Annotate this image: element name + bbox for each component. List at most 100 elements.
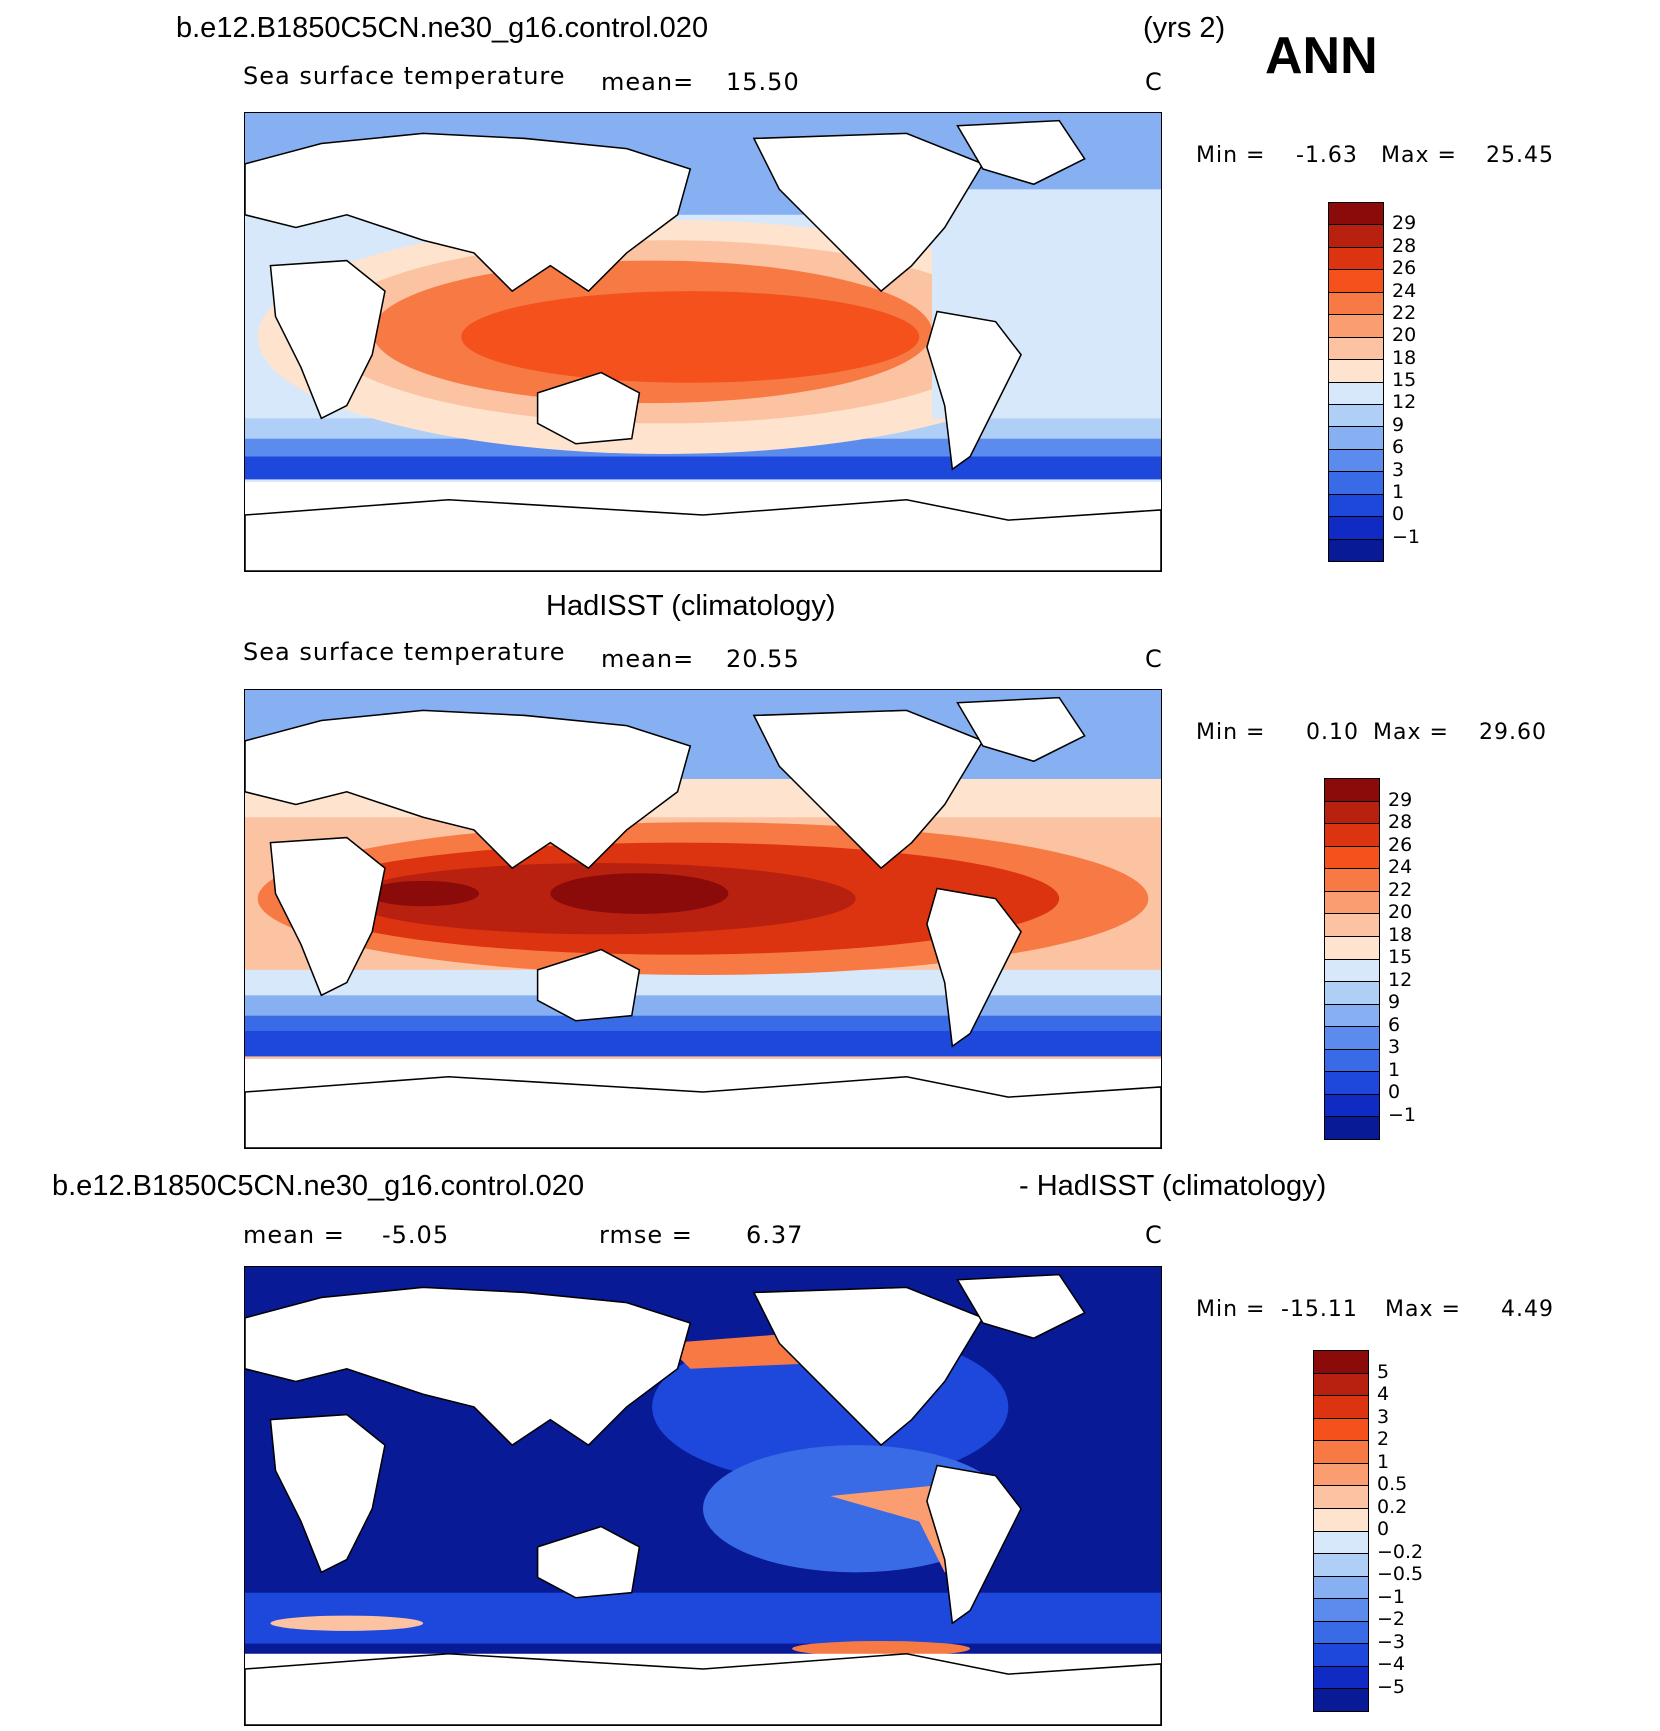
colorbar-swatch: [1329, 472, 1383, 495]
panel3-units: C: [1145, 1221, 1163, 1249]
colorbar-tick-label: 26: [1388, 833, 1413, 856]
colorbar-swatch: [1329, 494, 1383, 518]
panel1-max-label: Max =: [1381, 143, 1457, 168]
panel1-min-value: -1.63: [1296, 143, 1358, 168]
colorbar-swatch: [1329, 449, 1383, 473]
colorbar-swatch: [1329, 382, 1383, 405]
panel3-rmse-value: 6.37: [746, 1221, 804, 1249]
colorbar-swatch: [1329, 539, 1383, 561]
colorbar-tick-label: 28: [1388, 811, 1413, 833]
colorbar-tick-label: −4: [1377, 1653, 1406, 1675]
panel1-colorbar: [1328, 202, 1384, 562]
colorbar-swatch: [1325, 846, 1379, 870]
colorbar-swatch: [1314, 1396, 1368, 1419]
colorbar-swatch: [1325, 982, 1379, 1005]
colorbar-tick-label: 15: [1388, 946, 1413, 968]
colorbar-swatch: [1329, 517, 1383, 540]
panel2-max-label: Max =: [1373, 720, 1449, 745]
colorbar-swatch: [1325, 1004, 1379, 1028]
panel2-map: [244, 689, 1162, 1149]
colorbar-swatch: [1329, 292, 1383, 316]
panel2-map-svg: [245, 690, 1161, 1148]
panel1-mean-label: mean=: [601, 68, 695, 96]
panel2-min-value: 0.10: [1306, 720, 1359, 745]
colorbar-tick-label: 0: [1392, 503, 1405, 526]
colorbar-swatch: [1329, 404, 1383, 428]
colorbar-tick-label: 0.2: [1377, 1495, 1408, 1518]
colorbar-swatch: [1314, 1644, 1368, 1667]
colorbar-swatch: [1325, 801, 1379, 825]
panel2-mean-label: mean=: [601, 645, 695, 673]
colorbar-tick-label: 18: [1392, 346, 1417, 369]
panel2-mean-value: 20.55: [726, 645, 800, 673]
colorbar-swatch: [1325, 1117, 1379, 1139]
season-label: ANN: [1265, 27, 1378, 85]
colorbar-tick-label: 4: [1377, 1383, 1390, 1405]
colorbar-tick-label: 3: [1388, 1036, 1401, 1058]
colorbar-swatch: [1325, 1094, 1379, 1118]
colorbar-tick-label: 24: [1392, 279, 1417, 302]
colorbar-swatch: [1325, 1072, 1379, 1095]
colorbar-swatch: [1325, 779, 1379, 802]
colorbar-swatch: [1314, 1441, 1368, 1464]
panel3-map-svg: [245, 1267, 1161, 1725]
panel3-title-right: - HadISST (climatology): [1019, 1170, 1327, 1202]
panel3-colorbar: [1313, 1350, 1369, 1712]
colorbar-tick-label: 1: [1388, 1058, 1401, 1081]
colorbar-tick-label: 5: [1377, 1360, 1390, 1383]
panel3-title-left: b.e12.B1850C5CN.ne30_g16.control.020: [52, 1170, 585, 1202]
colorbar-tick-label: 9: [1388, 991, 1401, 1013]
colorbar-tick-label: 0: [1388, 1081, 1401, 1103]
panel3-max-label: Max =: [1385, 1297, 1461, 1322]
colorbar-swatch: [1329, 203, 1383, 226]
colorbar-tick-label: 3: [1377, 1405, 1390, 1428]
panel3-min-label: Min =: [1196, 1297, 1266, 1322]
panel3-max-value: 4.49: [1501, 1297, 1554, 1322]
panel1-map-svg: [245, 113, 1161, 571]
panel1-variable: Sea surface temperature: [243, 62, 566, 90]
colorbar-swatch: [1329, 247, 1383, 271]
panel3-mean-value: -5.05: [382, 1221, 450, 1249]
colorbar-swatch: [1314, 1576, 1368, 1600]
colorbar-tick-label: −0.2: [1377, 1540, 1424, 1563]
colorbar-tick-label: 1: [1392, 480, 1405, 503]
colorbar-tick-label: −3: [1377, 1630, 1406, 1653]
panel1-min-label: Min =: [1196, 143, 1266, 168]
colorbar-swatch: [1329, 360, 1383, 383]
colorbar-tick-label: 29: [1388, 788, 1413, 811]
colorbar-tick-label: 24: [1388, 856, 1413, 878]
colorbar-swatch: [1325, 1027, 1379, 1050]
colorbar-tick-label: −5: [1377, 1675, 1406, 1698]
colorbar-swatch: [1314, 1666, 1368, 1690]
colorbar-tick-label: −0.5: [1377, 1563, 1424, 1585]
panel1-mean-value: 15.50: [726, 68, 800, 96]
colorbar-tick-label: 9: [1392, 413, 1405, 436]
colorbar-swatch: [1314, 1599, 1368, 1622]
colorbar-tick-label: 20: [1392, 324, 1417, 347]
colorbar-swatch: [1314, 1531, 1368, 1555]
colorbar-swatch: [1314, 1351, 1368, 1374]
panel3-map: [244, 1266, 1162, 1726]
years-label: (yrs 2): [1143, 12, 1226, 44]
colorbar-tick-label: 28: [1392, 234, 1417, 257]
colorbar-swatch: [1314, 1621, 1368, 1645]
colorbar-tick-label: 22: [1388, 878, 1413, 901]
colorbar-swatch: [1329, 225, 1383, 248]
panel3-min-value: -15.11: [1281, 1297, 1358, 1322]
colorbar-swatch: [1314, 1418, 1368, 1442]
colorbar-swatch: [1329, 427, 1383, 450]
colorbar-swatch: [1329, 337, 1383, 361]
panel3-rmse-label: rmse =: [599, 1221, 693, 1249]
colorbar-tick-label: 26: [1392, 257, 1417, 280]
colorbar-tick-label: 12: [1392, 391, 1417, 414]
colorbar-tick-label: 18: [1388, 923, 1413, 946]
colorbar-tick-label: −1: [1392, 525, 1421, 548]
panel2-colorbar: [1324, 778, 1380, 1140]
colorbar-tick-label: 6: [1388, 1013, 1401, 1036]
colorbar-tick-label: 20: [1388, 901, 1413, 923]
panel3-mean-label: mean =: [243, 1221, 345, 1249]
colorbar-swatch: [1329, 315, 1383, 338]
colorbar-swatch: [1325, 891, 1379, 915]
colorbar-swatch: [1325, 824, 1379, 847]
panel2-units: C: [1145, 645, 1163, 673]
